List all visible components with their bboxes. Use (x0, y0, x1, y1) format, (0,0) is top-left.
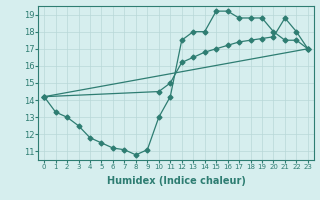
X-axis label: Humidex (Indice chaleur): Humidex (Indice chaleur) (107, 176, 245, 186)
